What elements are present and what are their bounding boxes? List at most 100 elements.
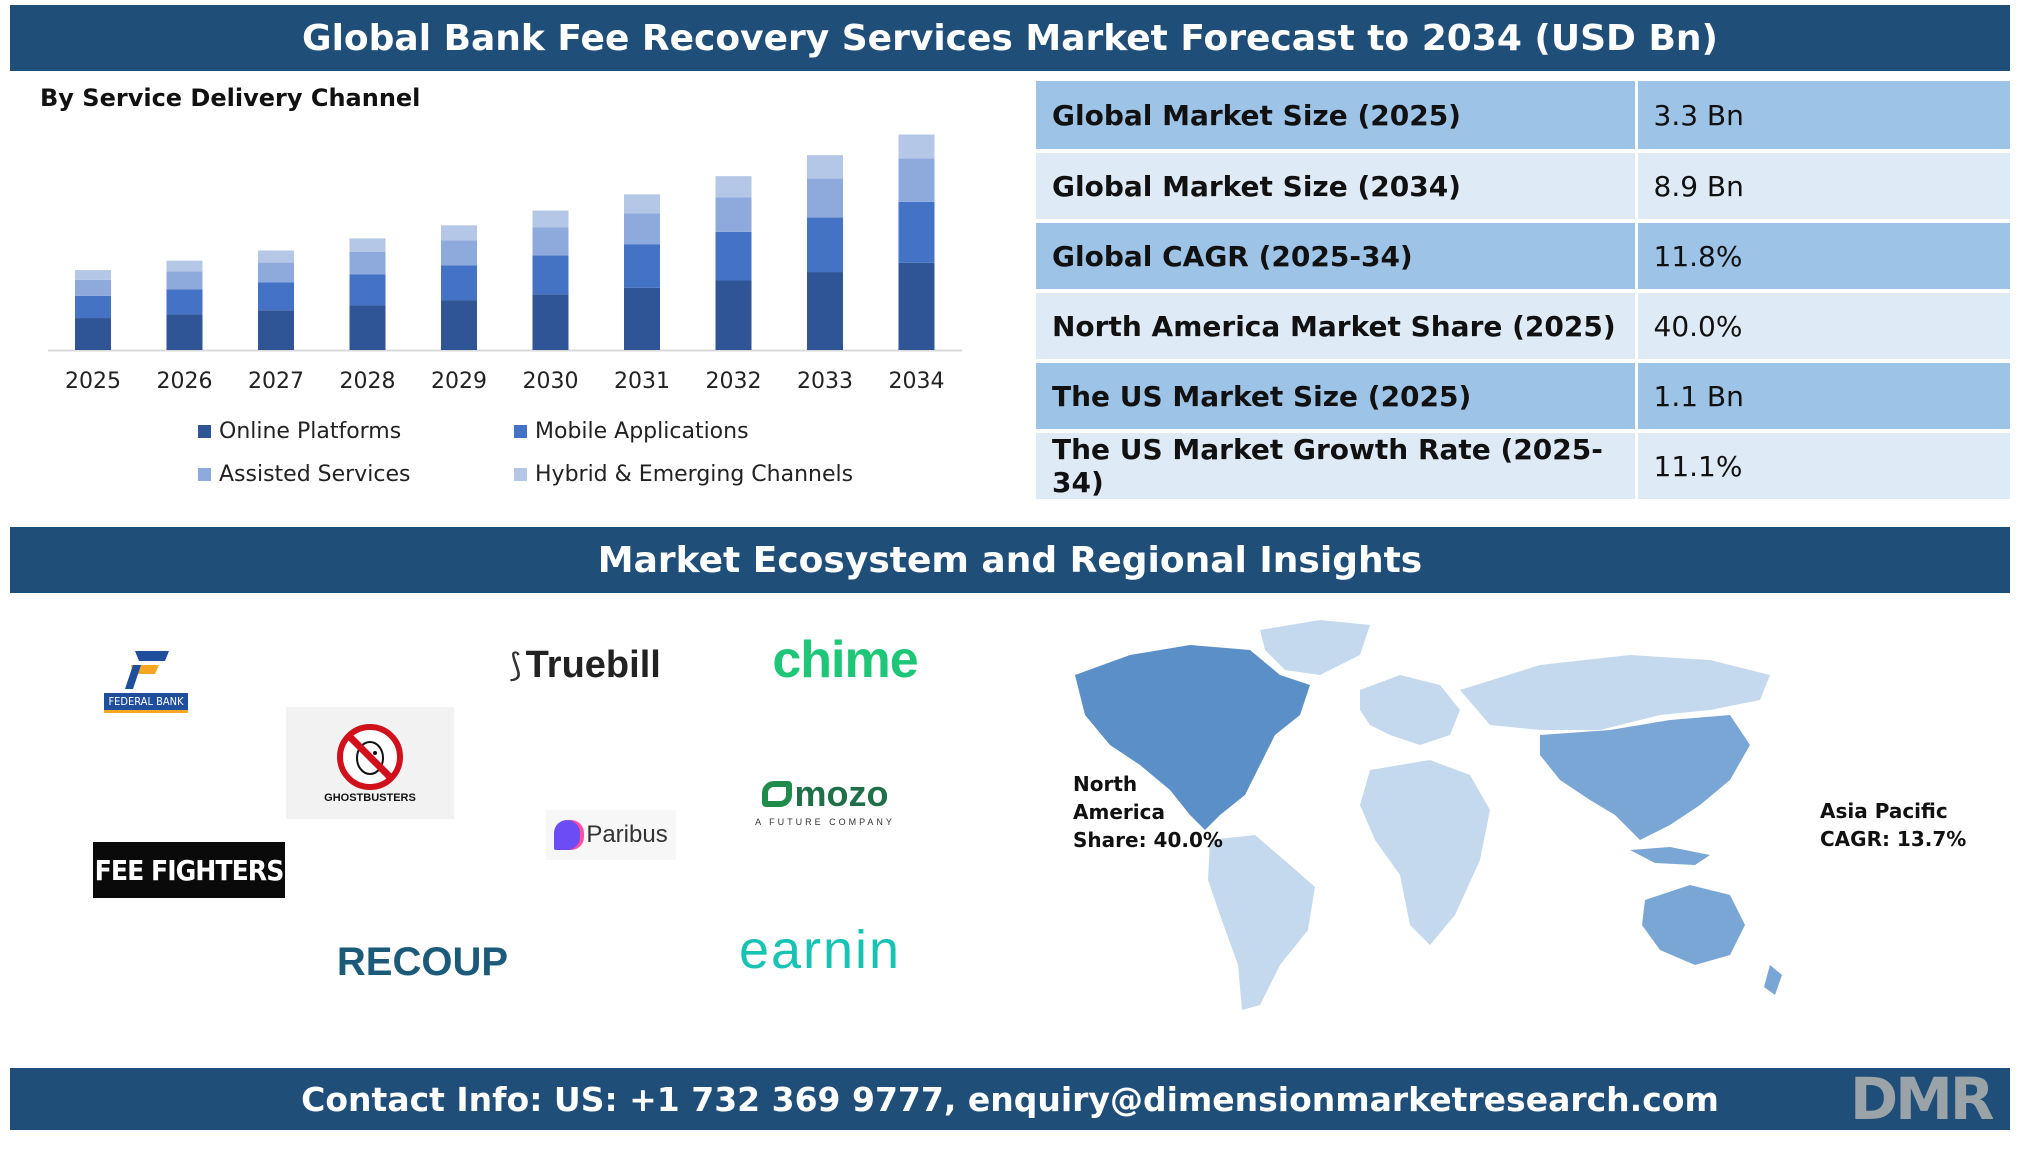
x-tick-label: 2033 <box>797 369 853 394</box>
bar-segment-2029-1 <box>441 265 477 301</box>
fee-fighters-logo: FEE FIGHTERS <box>93 842 285 898</box>
bar-segment-2032-2 <box>715 197 752 232</box>
stats-row: Global Market Size (2025) 3.3 Bn <box>1036 81 2010 153</box>
indonesia-shape <box>1630 847 1710 865</box>
bar-segment-2029-3 <box>441 225 477 241</box>
stat-label: North America Market Share (2025) <box>1036 291 1638 363</box>
stats-row: The US Market Growth Rate (2025-34) 11.1… <box>1036 431 2010 503</box>
stat-value: 11.1% <box>1636 431 2010 503</box>
paribus-text: Paribus <box>586 821 668 848</box>
north-america-line2: America <box>1073 800 1165 824</box>
australia-shape <box>1642 885 1745 965</box>
legend-item-assisted-services: Assisted Services <box>198 462 410 487</box>
legend-label: Hybrid & Emerging Channels <box>535 462 854 487</box>
federal-bank-logo: FEDERAL BANK <box>96 640 196 720</box>
legend-item-online-platforms: Online Platforms <box>198 419 401 444</box>
bar-segment-2025-1 <box>75 295 111 319</box>
ghostbusters-text: GHOSTBUSTERS <box>324 792 416 804</box>
bar-segment-2033-3 <box>807 155 843 179</box>
recoup-logo: RECOUP <box>330 935 515 990</box>
russia-asia-shape <box>1460 655 1770 730</box>
new-zealand-shape <box>1764 965 1782 995</box>
legend-label: Assisted Services <box>219 462 411 487</box>
stats-row: Global CAGR (2025-34) 11.8% <box>1036 221 2010 293</box>
x-tick-label: 2025 <box>65 369 121 394</box>
dmr-logo: DMR <box>1850 1065 1995 1133</box>
mozo-text: mozo <box>794 773 889 814</box>
bar-segment-2030-2 <box>532 227 569 256</box>
north-america-shape <box>1075 645 1310 830</box>
bar-segment-2027-2 <box>258 262 294 283</box>
greenland-shape <box>1260 620 1370 675</box>
contact-info: Contact Info: US: +1 732 369 9777, enqui… <box>10 1068 2010 1130</box>
stat-value: 8.9 Bn <box>1636 151 2010 223</box>
bar-segment-2025-0 <box>75 318 111 350</box>
chime-text: chime <box>772 631 918 689</box>
mozo-tagline: A FUTURE COMPANY <box>755 817 895 827</box>
page-title: Global Bank Fee Recovery Services Market… <box>10 5 2010 71</box>
stat-value: 1.1 Bn <box>1636 361 2010 433</box>
map-other-regions <box>1208 620 1770 1010</box>
x-tick-label: 2031 <box>614 369 670 394</box>
bar-segment-2032-3 <box>715 176 752 198</box>
section-title: Market Ecosystem and Regional Insights <box>10 527 2010 593</box>
stat-value: 3.3 Bn <box>1636 81 2010 153</box>
bar-segment-2030-3 <box>532 210 569 228</box>
bar-segment-2031-3 <box>624 194 660 214</box>
asia-pacific-cagr: CAGR: 13.7% <box>1820 827 1967 851</box>
ghostbusters-icon <box>337 724 403 790</box>
north-america-share: Share: 40.0% <box>1073 828 1223 852</box>
bar-segment-2034-1 <box>898 201 935 263</box>
stats-row: Global Market Size (2034) 8.9 Bn <box>1036 151 2010 223</box>
asia-pacific-line1: Asia Pacific <box>1820 799 1948 823</box>
bar-segment-2030-1 <box>532 255 569 295</box>
stat-label: Global Market Size (2034) <box>1036 151 1638 223</box>
bar-segment-2033-1 <box>807 217 843 273</box>
bar-segment-2034-3 <box>898 134 935 159</box>
recoup-text: RECOUP <box>336 940 509 984</box>
mozo-logo: mozo A FUTURE COMPANY <box>740 765 910 835</box>
x-tick-label: 2034 <box>889 369 945 394</box>
bar-segment-2028-3 <box>349 238 386 252</box>
stat-value: 11.8% <box>1636 221 2010 293</box>
bar-segment-2034-2 <box>898 158 935 202</box>
stats-row: North America Market Share (2025) 40.0% <box>1036 291 2010 363</box>
bar-segment-2031-1 <box>624 244 660 288</box>
north-america-label: North America Share: 40.0% <box>1073 770 1223 854</box>
bar-segment-2025-2 <box>75 279 111 296</box>
paribus-icon <box>554 820 581 850</box>
north-america-line1: North <box>1073 772 1138 796</box>
bar-segment-2027-3 <box>258 250 294 263</box>
bar-segment-2029-2 <box>441 240 477 266</box>
mozo-wordmark: mozo <box>761 773 889 815</box>
x-tick-label: 2030 <box>523 369 579 394</box>
federal-bank-text: FEDERAL BANK <box>104 693 188 713</box>
bar-segment-2027-0 <box>258 310 294 350</box>
south-america-shape <box>1208 835 1315 1010</box>
x-tick-label: 2026 <box>157 369 213 394</box>
bar-segment-2032-1 <box>715 231 752 281</box>
x-tick-label: 2029 <box>431 369 487 394</box>
earnin-logo: earnin <box>710 910 930 990</box>
bar-segment-2028-2 <box>349 251 386 275</box>
legend-label: Mobile Applications <box>535 419 749 444</box>
bar-segment-2026-1 <box>166 289 203 315</box>
bar-segment-2031-0 <box>624 287 660 350</box>
stat-label: The US Market Growth Rate (2025-34) <box>1036 431 1638 503</box>
x-tick-label: 2028 <box>340 369 396 394</box>
europe-shape <box>1360 675 1460 745</box>
paribus-logo: Paribus <box>546 810 676 860</box>
bar-segment-2033-0 <box>807 272 843 350</box>
mozo-icon <box>761 781 792 807</box>
ghostbusters-logo: GHOSTBUSTERS <box>286 707 454 819</box>
legend-item-hybrid-emerging: Hybrid & Emerging Channels <box>514 462 853 487</box>
chart-subtitle: By Service Delivery Channel <box>40 84 421 112</box>
legend-swatch <box>198 468 211 481</box>
asia-pacific-shape <box>1540 715 1750 840</box>
bar-segment-2034-0 <box>898 262 935 350</box>
asia-pacific-label: Asia Pacific CAGR: 13.7% <box>1820 797 1966 853</box>
stat-label: The US Market Size (2025) <box>1036 361 1638 433</box>
africa-shape <box>1360 760 1490 945</box>
earnin-text: earnin <box>738 920 902 980</box>
legend-label: Online Platforms <box>219 419 402 444</box>
